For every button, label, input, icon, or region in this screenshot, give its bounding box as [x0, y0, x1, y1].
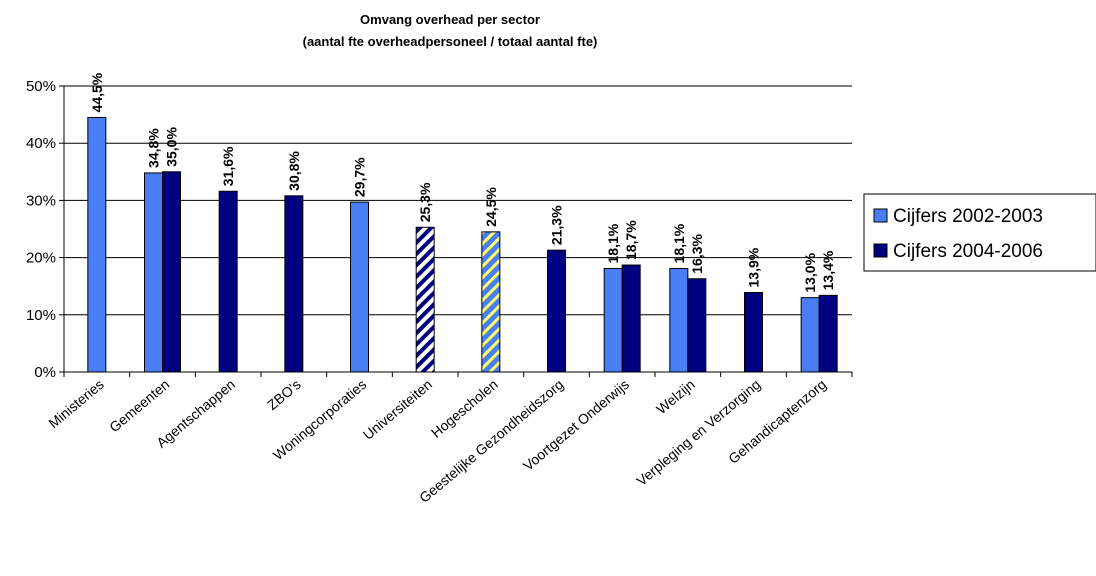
y-tick-label: 30%: [26, 192, 56, 209]
bar: [284, 195, 304, 373]
bar: [87, 116, 107, 373]
bar: [144, 172, 163, 373]
data-label: 13,4%: [820, 250, 836, 290]
bar: [800, 297, 820, 373]
x-tick-label: Universiteiten: [360, 376, 435, 443]
legend: Cijfers 2002-2003 Cijfers 2004-2006: [863, 193, 1096, 272]
data-label: 18,7%: [623, 220, 639, 260]
chart-title: Omvang overhead per sector: [360, 12, 540, 27]
y-axis-ticks: 0% 10% 20% 30% 40% 50%: [26, 78, 64, 381]
bar: [481, 231, 501, 373]
bars: [87, 116, 838, 373]
legend-label-series-2: Cijfers 2004-2006: [893, 241, 1043, 262]
bar: [669, 267, 689, 373]
y-tick-label: 50%: [26, 78, 56, 95]
y-tick-label: 10%: [26, 307, 56, 324]
y-tick-label: 40%: [26, 135, 56, 152]
data-label: 35,0%: [164, 127, 180, 167]
legend-swatch-series-2: [873, 243, 888, 258]
x-tick-label: Welzijn: [653, 376, 698, 417]
x-tick-label: Voortgezet Onderwijs: [520, 376, 632, 474]
data-label: 44,5%: [89, 72, 105, 112]
x-tick-label: Gemeenten: [106, 376, 172, 435]
data-label: 18,1%: [671, 223, 687, 263]
axes: [63, 86, 853, 377]
y-tick-label: 0%: [34, 364, 56, 381]
bar: [744, 291, 763, 373]
legend-swatch-series-1: [873, 208, 888, 223]
data-label: 25,3%: [417, 182, 433, 222]
data-label: 34,8%: [146, 128, 162, 168]
bar: [218, 190, 238, 373]
x-tick-label: ZBO's: [264, 376, 304, 413]
data-label: 16,3%: [689, 234, 705, 274]
data-label: 21,3%: [549, 205, 565, 245]
bar: [687, 278, 707, 373]
bar: [162, 171, 181, 373]
x-tick-label: Ministeries: [45, 376, 107, 431]
x-tick-label: Verpleging en Verzorging: [633, 376, 763, 489]
chart-subtitle: (aantal fte overheadpersoneel / totaal a…: [303, 34, 598, 49]
grid-lines: [64, 85, 852, 316]
bar: [818, 294, 838, 373]
data-label: 30,8%: [286, 151, 302, 191]
data-label: 24,5%: [483, 187, 499, 227]
bar: [415, 226, 435, 373]
bar: [621, 264, 641, 373]
data-label: 31,6%: [220, 146, 236, 186]
data-label: 13,9%: [746, 247, 762, 287]
bar: [547, 249, 566, 373]
legend-frame: [863, 193, 1096, 272]
data-label: 18,1%: [605, 223, 621, 263]
data-labels: 44,5% 34,8% 35,0% 31,6% 30,8% 29,7% 25,3% 24,5%…: [89, 72, 836, 292]
bar: [603, 267, 623, 373]
data-label: 13,0%: [802, 252, 818, 292]
data-label: 29,7%: [352, 157, 368, 197]
bar: [350, 201, 369, 373]
y-tick-label: 20%: [26, 250, 56, 267]
legend-label-series-1: Cijfers 2002-2003: [893, 206, 1043, 227]
